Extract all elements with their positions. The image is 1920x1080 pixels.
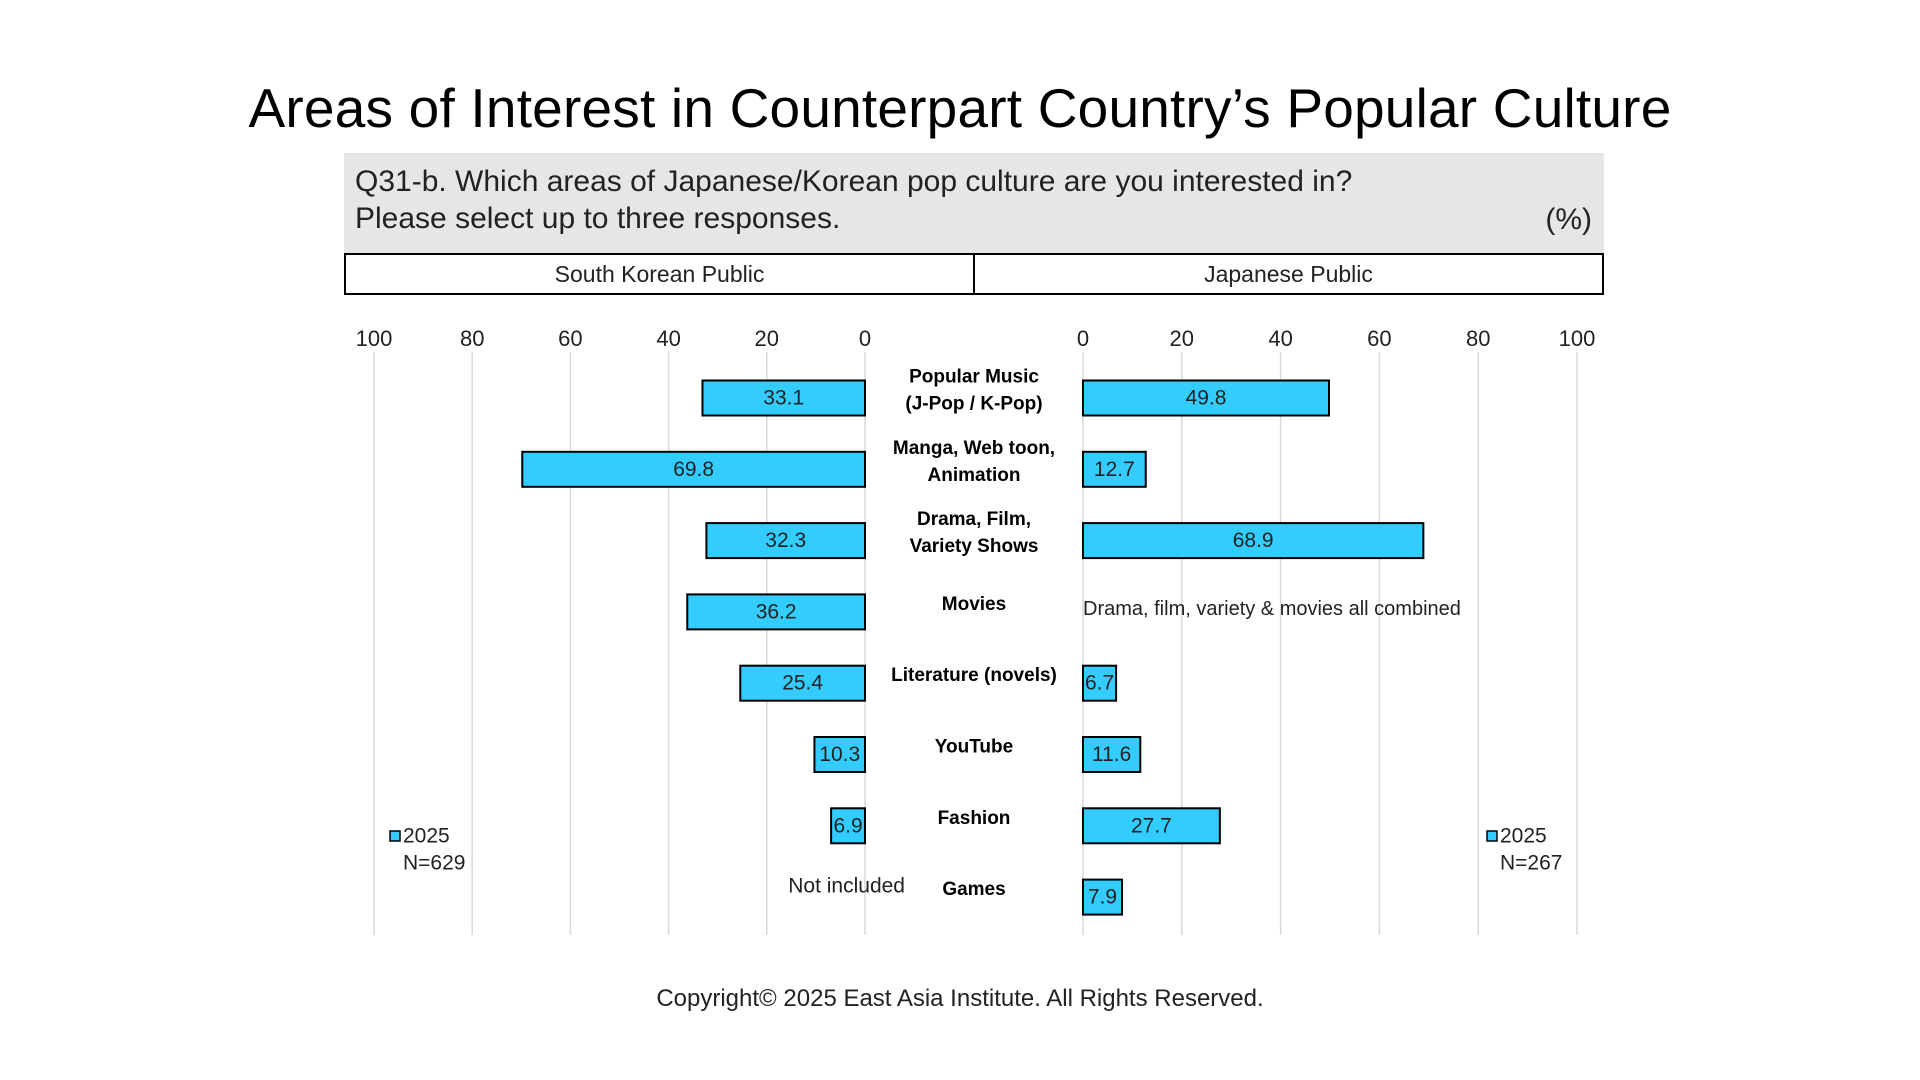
data-label-right-6: 27.7 (1131, 814, 1172, 837)
chart-title: Areas of Interest in Counterpart Country… (248, 77, 1672, 139)
category-label-3: Movies (942, 594, 1006, 615)
question-text-line2: Please select up to three responses. (355, 202, 841, 235)
tick-label-left-0: 0 (859, 326, 871, 351)
bar-right-5 (1082, 736, 1142, 773)
data-label-right-1: 12.7 (1094, 458, 1135, 481)
category-label-4: Literature (novels) (891, 665, 1057, 686)
category-label-5: YouTube (935, 737, 1013, 758)
tick-label-right-60: 60 (1367, 326, 1391, 351)
legend-label-right: 2025 (1500, 825, 1547, 848)
tick-label-right-40: 40 (1268, 326, 1292, 351)
category-label-1-line1: Manga, Web toon, (893, 438, 1055, 459)
data-label-left-0: 33.1 (763, 387, 804, 410)
annotation-combined-note: Drama, film, variety & movies all combin… (1083, 598, 1461, 620)
data-label-left-3: 36.2 (756, 600, 797, 623)
tick-label-left-100: 100 (356, 326, 393, 351)
data-label-right-2: 68.9 (1233, 529, 1274, 552)
tick-label-right-0: 0 (1077, 326, 1089, 351)
copyright-notice: Copyright© 2025 East Asia Institute. All… (656, 985, 1264, 1012)
category-label-2-line2: Variety Shows (910, 536, 1039, 557)
tick-label-right-100: 100 (1559, 326, 1596, 351)
data-label-left-5: 10.3 (819, 743, 860, 766)
bar-left-2 (705, 522, 866, 560)
panel-header-japanese: Japanese Public (973, 255, 1602, 293)
legend-label-left: 2025 (403, 825, 450, 848)
tick-label-left-60: 60 (558, 326, 582, 351)
panel-header-row: South Korean Public Japanese Public (344, 253, 1604, 295)
legend-n-left: N=629 (403, 852, 465, 875)
bar-right-6 (1082, 807, 1221, 845)
unit-label: (%) (1545, 203, 1592, 236)
data-label-left-2: 32.3 (765, 529, 806, 552)
annotation-not-included: Not included (788, 875, 905, 898)
tick-label-left-20: 20 (755, 326, 779, 351)
data-label-right-4: 6.7 (1085, 672, 1114, 695)
question-text-line1: Q31-b. Which areas of Japanese/Korean po… (355, 165, 1353, 198)
bar-right-1 (1082, 450, 1147, 488)
bar-left-1 (521, 450, 866, 488)
category-label-1-line2: Animation (928, 465, 1021, 486)
tick-label-right-20: 20 (1170, 326, 1194, 351)
data-label-left-4: 25.4 (782, 672, 823, 695)
legend-swatch-right (1486, 830, 1498, 842)
bar-right-4 (1082, 664, 1118, 702)
category-label-6: Fashion (938, 808, 1011, 829)
panel-header-south-korean: South Korean Public (554, 260, 765, 287)
category-label-7: Games (942, 879, 1005, 900)
bar-left-6 (830, 807, 866, 845)
bar-left-5 (813, 736, 867, 773)
tick-label-left-80: 80 (460, 326, 484, 351)
data-label-left-6: 6.9 (833, 814, 862, 837)
tick-label-right-80: 80 (1466, 326, 1490, 351)
bar-left-3 (686, 593, 866, 631)
data-label-left-1: 69.8 (673, 458, 714, 481)
bar-left-0 (701, 379, 866, 417)
category-label-0-line2: (J-Pop / K-Pop) (905, 394, 1042, 415)
tick-label-left-40: 40 (656, 326, 680, 351)
bar-right-7 (1082, 878, 1124, 916)
data-label-right-5: 11.6 (1092, 743, 1131, 766)
legend-n-right: N=267 (1500, 852, 1562, 875)
bar-right-2 (1082, 522, 1425, 560)
category-label-0-line1: Popular Music (909, 367, 1039, 388)
question-box: Q31-b. Which areas of Japanese/Korean po… (344, 153, 1604, 253)
data-label-right-0: 49.8 (1186, 387, 1227, 410)
category-label-2-line1: Drama, Film, (917, 509, 1031, 530)
bar-left-4 (739, 664, 867, 702)
data-label-right-7: 7.9 (1088, 886, 1117, 909)
legend-swatch-left (389, 830, 401, 842)
bar-right-0 (1082, 379, 1331, 417)
